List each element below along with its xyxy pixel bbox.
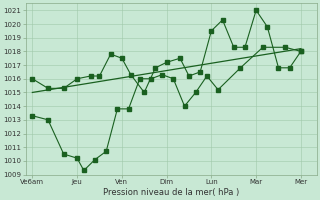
X-axis label: Pression niveau de la mer( hPa ): Pression niveau de la mer( hPa ) xyxy=(103,188,239,197)
